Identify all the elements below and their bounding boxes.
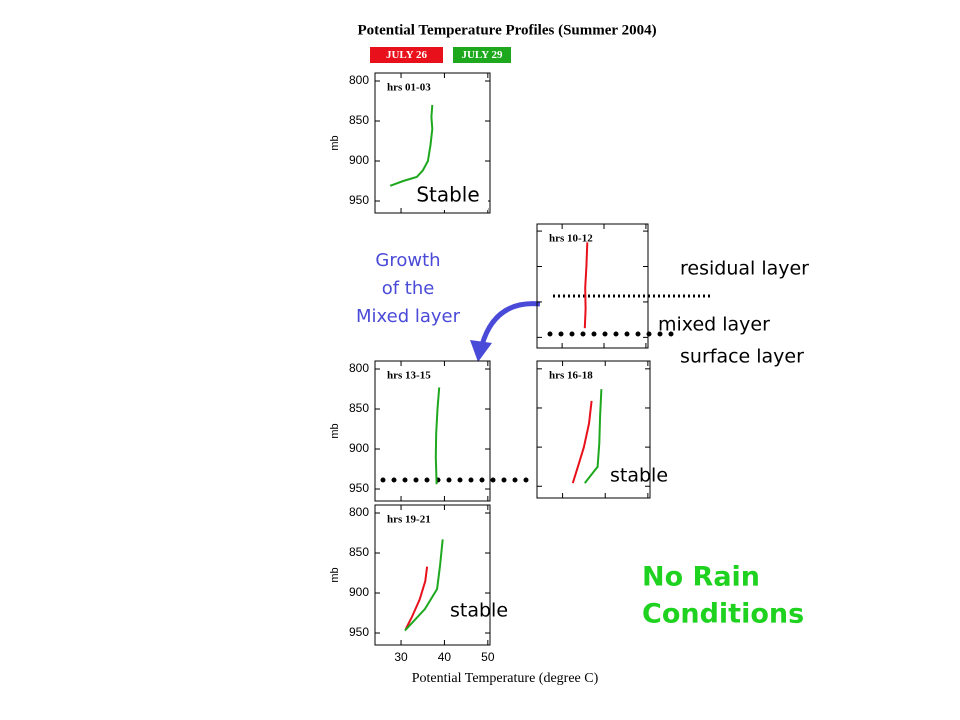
y-axis-label: mb <box>329 135 341 150</box>
y-axis-label: mb <box>329 567 341 582</box>
profile-line <box>404 539 444 632</box>
annotation: Mixed layer <box>356 306 461 327</box>
y-tick-label: 850 <box>349 401 369 415</box>
legend-swatch <box>370 47 443 63</box>
legend-label: JULY 29 <box>461 49 503 61</box>
profile-line <box>571 400 593 484</box>
profile-line <box>584 389 603 484</box>
y-tick-label: 950 <box>349 193 369 207</box>
y-tick-label: 850 <box>349 113 369 127</box>
annotation: surface layer <box>680 346 804 368</box>
annotation: of the <box>382 278 435 299</box>
plot-frame <box>374 504 491 646</box>
annotation: stable <box>610 465 668 487</box>
x-tick-label: 40 <box>438 650 452 664</box>
panel-label: hrs 01-03 <box>387 82 431 94</box>
annotation: stable <box>450 600 508 622</box>
panel-label: hrs 16-18 <box>549 370 593 382</box>
plot-frame <box>374 360 491 502</box>
x-tick-label: 50 <box>481 650 495 664</box>
y-tick-label: 900 <box>349 441 369 455</box>
annotation: Conditions <box>642 599 804 630</box>
profile-line <box>404 566 429 630</box>
plot-frame <box>536 223 649 349</box>
label-bg <box>408 182 488 210</box>
arrow-head <box>470 340 492 362</box>
x-axis-label: Potential Temperature (degree C) <box>412 671 599 686</box>
profile-line <box>389 104 434 187</box>
y-tick-label: 800 <box>349 73 369 87</box>
panel-label: hrs 13-15 <box>387 370 431 382</box>
legend-label: JULY 26 <box>386 49 428 61</box>
annotation: residual layer <box>680 258 809 280</box>
panel-label: hrs 19-21 <box>387 514 431 526</box>
y-axis-label: mb <box>329 423 341 438</box>
annotation: No Rain <box>642 562 760 593</box>
y-tick-label: 950 <box>349 625 369 639</box>
plot-frame <box>536 360 651 499</box>
y-tick-label: 900 <box>349 585 369 599</box>
annotation: mixed layer <box>658 314 770 336</box>
y-tick-label: 900 <box>349 153 369 167</box>
title: Potential Temperature Profiles (Summer 2… <box>357 22 656 38</box>
plot-frame <box>374 72 491 214</box>
legend-swatch <box>453 47 511 63</box>
y-tick-label: 800 <box>349 505 369 519</box>
y-tick-label: 950 <box>349 481 369 495</box>
annotation: Growth <box>375 250 440 271</box>
arrow <box>479 301 541 346</box>
y-tick-label: 850 <box>349 545 369 559</box>
panel-label: hrs 10-12 <box>549 233 593 245</box>
profile-line <box>434 387 441 485</box>
y-tick-label: 800 <box>349 361 369 375</box>
x-tick-label: 30 <box>394 650 408 664</box>
profile-line <box>583 242 589 329</box>
annotation: Stable <box>416 183 479 207</box>
